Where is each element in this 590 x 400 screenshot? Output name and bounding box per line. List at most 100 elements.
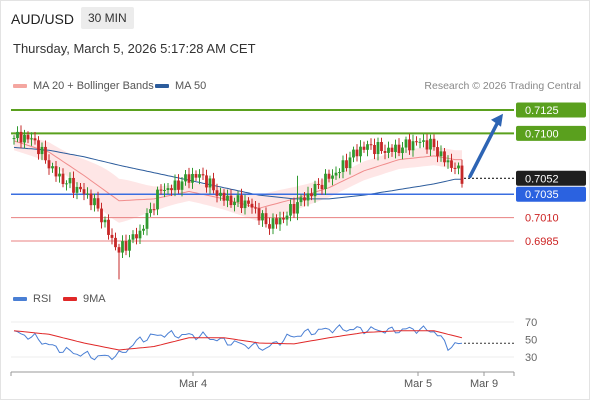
candle-body — [240, 195, 243, 209]
candle-body — [450, 160, 453, 168]
candle-body — [303, 197, 306, 201]
candle-body — [457, 165, 460, 169]
candle-body — [208, 178, 212, 188]
legend-ma20-label: MA 20 + Bollinger Bands — [33, 80, 154, 92]
candle-body — [310, 193, 313, 197]
candle-body — [373, 144, 376, 155]
candle-body — [198, 174, 201, 178]
candle-body — [12, 138, 16, 140]
legend-rsi-label: RSI — [33, 293, 52, 305]
candle-body — [324, 173, 327, 190]
rsi-tick-label: 50 — [525, 335, 537, 347]
candle-body — [215, 190, 219, 196]
candle-body — [131, 234, 135, 240]
candle-body — [124, 241, 128, 251]
candle-body — [107, 219, 110, 235]
candle-body — [110, 234, 114, 238]
candle-body — [460, 165, 464, 184]
legend-9ma: 9MA — [63, 293, 106, 305]
candle-body — [47, 160, 51, 169]
candle-body — [425, 140, 429, 150]
level-label-pivot: 0.7035 — [525, 189, 559, 201]
level-label-support: 0.6985 — [525, 236, 559, 248]
candle-body — [163, 189, 166, 191]
candle-body — [292, 204, 296, 214]
candle-body — [149, 209, 152, 214]
symbol-title: AUD/USD — [11, 11, 75, 27]
candle-body — [401, 147, 404, 154]
candle-body — [180, 181, 184, 190]
candle-body — [289, 204, 292, 216]
candle-body — [233, 201, 236, 206]
candle-body — [383, 151, 387, 153]
level-label-last-price: 0.7052 — [525, 173, 559, 185]
candle-body — [37, 140, 40, 155]
ma50-line — [13, 146, 462, 200]
candle-body — [320, 184, 324, 190]
rsi-9ma-line — [13, 330, 463, 351]
candle-body — [61, 173, 65, 185]
candle-body — [331, 175, 334, 179]
candle-body — [86, 193, 89, 195]
candle-body — [254, 207, 257, 209]
candle-body — [436, 147, 439, 157]
candle-body — [390, 147, 394, 152]
legend-ma50-swatch — [155, 84, 169, 89]
candle-body — [229, 195, 233, 206]
candle-body — [411, 141, 415, 151]
candle-body — [58, 173, 61, 177]
candle-body — [446, 160, 450, 163]
candle-body — [268, 224, 271, 229]
candle-body — [138, 230, 142, 239]
level-label-resistance: 0.7100 — [525, 128, 559, 140]
candle-body — [128, 239, 131, 251]
candle-body — [117, 247, 121, 253]
level-label-resistance: 0.7125 — [525, 105, 559, 117]
level-label-bg-resistance — [516, 102, 586, 118]
candle-body — [187, 174, 191, 183]
timeframe-badge[interactable]: 30 MIN — [81, 7, 134, 29]
candle-body — [404, 139, 408, 148]
candle-body — [30, 138, 33, 140]
legend-rsi-swatch — [13, 297, 27, 302]
candle-body — [26, 134, 30, 140]
legend-9ma-swatch — [63, 297, 77, 302]
rsi-tick-label: 30 — [525, 352, 537, 364]
candle-body — [173, 180, 177, 191]
candle-body — [352, 149, 355, 158]
candle-body — [394, 144, 397, 152]
candle-body — [89, 193, 93, 206]
candle-body — [271, 218, 275, 229]
candle-body — [443, 151, 446, 163]
candle-body — [369, 144, 373, 146]
candle-body — [205, 175, 208, 188]
candle-body — [362, 146, 366, 150]
candle-body — [250, 203, 254, 208]
candle-body — [236, 195, 240, 202]
legend-ma50: MA 50 — [155, 80, 206, 92]
candle-body — [159, 189, 163, 191]
rsi-tick-label: 70 — [525, 317, 537, 329]
candle-body — [415, 141, 418, 143]
chart-datetime: Thursday, March 5, 2026 5:17:28 AM CET — [13, 41, 256, 56]
candle-body — [44, 146, 47, 161]
candle-body — [334, 172, 338, 176]
legend-9ma-label: 9MA — [83, 293, 106, 305]
legend-ma50-label: MA 50 — [175, 80, 207, 92]
candle-body — [341, 160, 345, 173]
forecast-arrow-head — [491, 113, 503, 127]
candle-body — [317, 183, 320, 185]
level-label-support: 0.7010 — [525, 213, 559, 225]
legend-ma20-bollinger: MA 20 + Bollinger Bands — [13, 80, 154, 92]
candle-body — [313, 183, 317, 197]
candle-body — [23, 134, 26, 143]
candle-body — [366, 144, 369, 150]
research-credit: Research © 2026 Trading Central — [424, 80, 581, 92]
candle-body — [261, 213, 264, 221]
candle-body — [422, 140, 425, 142]
candle-body — [72, 177, 75, 193]
candle-body — [54, 166, 58, 177]
candle-body — [376, 142, 380, 155]
candle-body — [68, 177, 72, 184]
candle-body — [264, 213, 268, 225]
